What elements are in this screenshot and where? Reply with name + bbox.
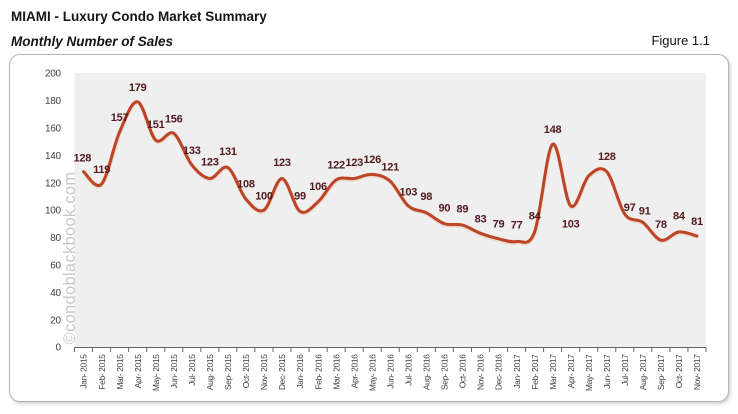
svg-text:Jul- 2017: Jul- 2017: [620, 354, 630, 386]
svg-text:Sep- 2017: Sep- 2017: [656, 354, 666, 390]
svg-text:Apr- 2017: Apr- 2017: [566, 354, 576, 388]
svg-text:90: 90: [439, 203, 451, 215]
svg-text:Nov- 2015: Nov- 2015: [259, 354, 269, 390]
svg-text:Apr- 2015: Apr- 2015: [133, 354, 143, 388]
svg-text:May- 2016: May- 2016: [367, 354, 377, 391]
svg-text:Jul- 2016: Jul- 2016: [404, 354, 414, 386]
svg-text:84: 84: [529, 211, 542, 223]
svg-text:151: 151: [147, 119, 165, 131]
svg-text:120: 120: [45, 178, 62, 189]
svg-text:Sep- 2016: Sep- 2016: [440, 354, 450, 390]
svg-text:©condoblackbook.com: ©condoblackbook.com: [61, 172, 79, 345]
svg-text:98: 98: [420, 191, 432, 203]
svg-text:60: 60: [50, 261, 61, 272]
svg-text:May- 2017: May- 2017: [584, 354, 594, 391]
svg-text:131: 131: [219, 146, 237, 158]
svg-text:103: 103: [562, 219, 580, 231]
svg-text:122: 122: [327, 160, 345, 172]
svg-text:Feb- 2017: Feb- 2017: [530, 354, 540, 390]
svg-text:123: 123: [273, 157, 291, 169]
svg-text:126: 126: [363, 154, 381, 166]
svg-text:Oct- 2017: Oct- 2017: [674, 354, 684, 388]
svg-text:83: 83: [475, 214, 487, 226]
svg-text:Jan- 2015: Jan- 2015: [79, 354, 89, 389]
svg-text:May- 2015: May- 2015: [151, 354, 161, 391]
svg-text:103: 103: [399, 186, 417, 198]
svg-text:Jan- 2016: Jan- 2016: [295, 354, 305, 389]
svg-text:Feb- 2015: Feb- 2015: [97, 354, 107, 390]
svg-text:128: 128: [598, 151, 616, 163]
svg-text:78: 78: [655, 219, 667, 231]
svg-text:91: 91: [639, 206, 651, 218]
svg-text:157: 157: [111, 112, 129, 124]
svg-text:Mar- 2016: Mar- 2016: [331, 354, 341, 390]
svg-text:Nov- 2017: Nov- 2017: [692, 354, 702, 390]
svg-text:20: 20: [50, 315, 61, 326]
svg-text:123: 123: [345, 157, 363, 169]
svg-text:133: 133: [183, 145, 201, 157]
svg-text:123: 123: [201, 157, 219, 169]
svg-text:80: 80: [50, 233, 61, 244]
svg-text:77: 77: [511, 219, 523, 231]
svg-text:Feb- 2016: Feb- 2016: [313, 354, 323, 390]
svg-text:Oct- 2015: Oct- 2015: [241, 354, 251, 388]
svg-text:Jun- 2017: Jun- 2017: [602, 354, 612, 389]
svg-text:79: 79: [493, 219, 505, 231]
svg-text:Mar- 2017: Mar- 2017: [548, 354, 558, 390]
svg-text:128: 128: [73, 152, 91, 164]
svg-text:40: 40: [50, 288, 61, 299]
svg-text:Jun- 2015: Jun- 2015: [169, 354, 179, 389]
svg-text:106: 106: [309, 181, 327, 193]
svg-text:200: 200: [45, 69, 62, 80]
svg-text:89: 89: [457, 203, 469, 215]
svg-text:108: 108: [237, 179, 255, 191]
svg-text:Oct- 2016: Oct- 2016: [458, 354, 468, 388]
svg-text:160: 160: [45, 124, 62, 135]
svg-text:156: 156: [165, 114, 183, 126]
svg-text:Sep- 2015: Sep- 2015: [223, 354, 233, 390]
svg-text:100: 100: [45, 206, 62, 217]
svg-text:140: 140: [45, 151, 62, 162]
svg-text:Jan- 2017: Jan- 2017: [512, 354, 522, 389]
svg-text:Aug- 2016: Aug- 2016: [422, 354, 432, 390]
svg-text:81: 81: [691, 216, 703, 228]
svg-text:Nov- 2016: Nov- 2016: [476, 354, 486, 390]
svg-text:Jul- 2015: Jul- 2015: [187, 354, 197, 386]
svg-text:Dec- 2016: Dec- 2016: [494, 354, 504, 390]
svg-text:119: 119: [93, 164, 110, 176]
svg-text:99: 99: [294, 191, 306, 203]
svg-text:100: 100: [255, 191, 273, 203]
svg-text:148: 148: [544, 124, 562, 136]
svg-text:Apr- 2016: Apr- 2016: [349, 354, 359, 388]
svg-text:179: 179: [129, 82, 147, 94]
svg-text:121: 121: [381, 162, 399, 174]
svg-text:97: 97: [624, 202, 636, 214]
svg-text:0: 0: [56, 343, 62, 354]
svg-text:Mar- 2015: Mar- 2015: [115, 354, 125, 390]
svg-text:Aug- 2017: Aug- 2017: [638, 354, 648, 390]
svg-text:180: 180: [45, 96, 62, 107]
svg-text:Jun- 2016: Jun- 2016: [385, 354, 395, 389]
svg-text:84: 84: [673, 211, 686, 223]
svg-text:Aug- 2015: Aug- 2015: [205, 354, 215, 390]
svg-text:Dec- 2015: Dec- 2015: [277, 354, 287, 390]
